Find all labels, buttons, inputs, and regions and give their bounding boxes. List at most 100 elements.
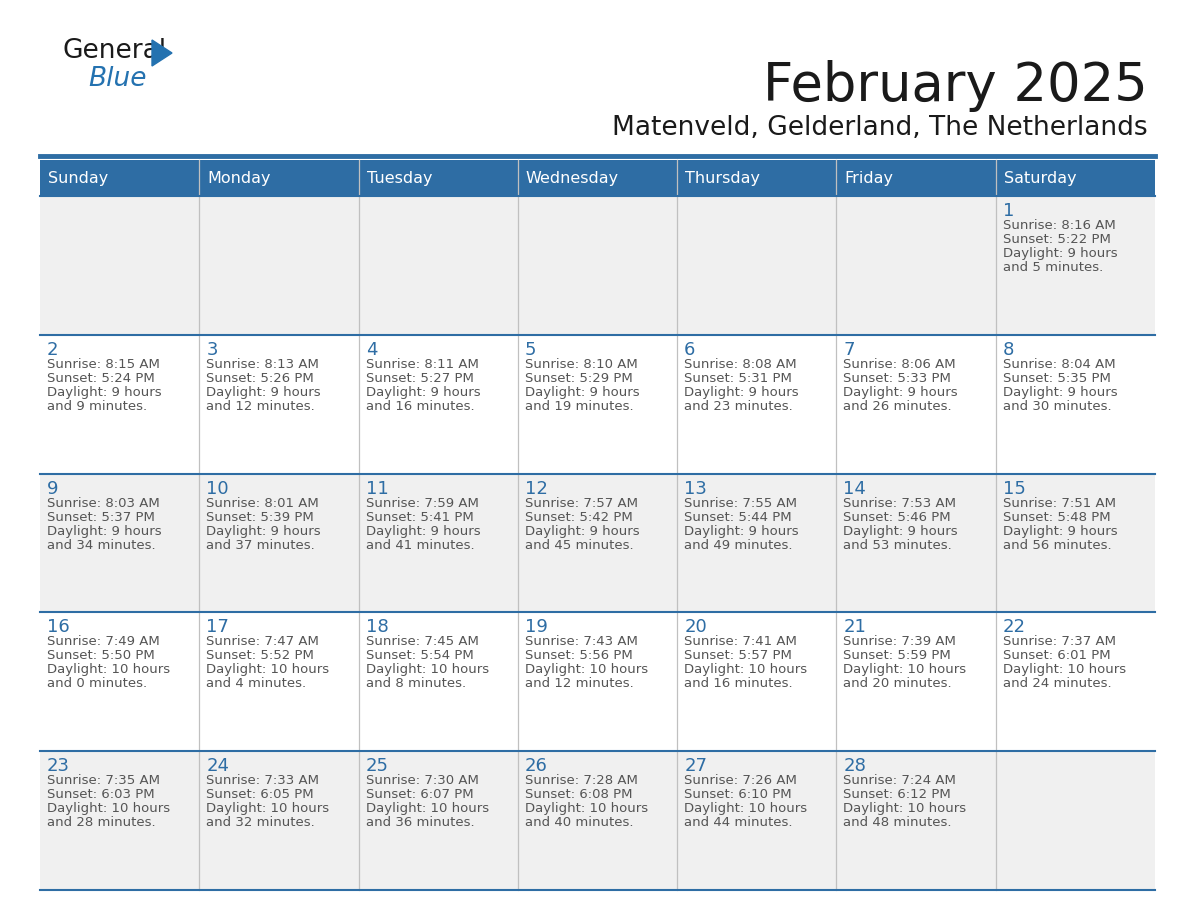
Text: Sunrise: 7:47 AM: Sunrise: 7:47 AM [207, 635, 320, 648]
Text: Sunrise: 8:11 AM: Sunrise: 8:11 AM [366, 358, 479, 371]
Text: and 37 minutes.: and 37 minutes. [207, 539, 315, 552]
Text: Sunset: 5:41 PM: Sunset: 5:41 PM [366, 510, 473, 523]
Text: Blue: Blue [88, 66, 146, 92]
Text: Sunrise: 8:13 AM: Sunrise: 8:13 AM [207, 358, 320, 371]
Text: Sunrise: 7:57 AM: Sunrise: 7:57 AM [525, 497, 638, 509]
Text: Daylight: 10 hours: Daylight: 10 hours [48, 664, 170, 677]
Text: Sunday: Sunday [48, 171, 108, 185]
Text: Sunrise: 8:01 AM: Sunrise: 8:01 AM [207, 497, 320, 509]
Text: 25: 25 [366, 757, 388, 775]
Text: Sunrise: 8:08 AM: Sunrise: 8:08 AM [684, 358, 797, 371]
Text: and 53 minutes.: and 53 minutes. [843, 539, 952, 552]
Text: 26: 26 [525, 757, 548, 775]
Text: 27: 27 [684, 757, 707, 775]
Text: Daylight: 9 hours: Daylight: 9 hours [843, 386, 958, 398]
Text: Sunset: 5:37 PM: Sunset: 5:37 PM [48, 510, 154, 523]
Text: Sunrise: 7:39 AM: Sunrise: 7:39 AM [843, 635, 956, 648]
Text: 23: 23 [48, 757, 70, 775]
Text: Daylight: 9 hours: Daylight: 9 hours [207, 524, 321, 538]
Text: Daylight: 9 hours: Daylight: 9 hours [843, 524, 958, 538]
Text: Sunrise: 8:15 AM: Sunrise: 8:15 AM [48, 358, 160, 371]
Text: and 36 minutes.: and 36 minutes. [366, 816, 474, 829]
Text: 1: 1 [1003, 202, 1015, 220]
Text: and 9 minutes.: and 9 minutes. [48, 400, 147, 413]
Text: 17: 17 [207, 619, 229, 636]
Bar [40, 160, 1155, 196]
Text: Sunrise: 7:55 AM: Sunrise: 7:55 AM [684, 497, 797, 509]
Text: Daylight: 10 hours: Daylight: 10 hours [1003, 664, 1126, 677]
Text: Daylight: 10 hours: Daylight: 10 hours [207, 664, 329, 677]
Text: 21: 21 [843, 619, 866, 636]
Text: Sunset: 5:29 PM: Sunset: 5:29 PM [525, 372, 632, 385]
Text: and 16 minutes.: and 16 minutes. [684, 677, 792, 690]
Text: Sunrise: 7:53 AM: Sunrise: 7:53 AM [843, 497, 956, 509]
Text: Daylight: 9 hours: Daylight: 9 hours [1003, 524, 1118, 538]
Text: and 19 minutes.: and 19 minutes. [525, 400, 633, 413]
Text: 11: 11 [366, 479, 388, 498]
Text: Sunset: 6:03 PM: Sunset: 6:03 PM [48, 789, 154, 801]
Text: Sunrise: 8:03 AM: Sunrise: 8:03 AM [48, 497, 159, 509]
Text: 14: 14 [843, 479, 866, 498]
Text: Daylight: 9 hours: Daylight: 9 hours [207, 386, 321, 398]
Text: 9: 9 [48, 479, 58, 498]
Text: 5: 5 [525, 341, 536, 359]
Text: Daylight: 10 hours: Daylight: 10 hours [843, 802, 967, 815]
Text: and 49 minutes.: and 49 minutes. [684, 539, 792, 552]
Text: Daylight: 10 hours: Daylight: 10 hours [366, 664, 488, 677]
Polygon shape [152, 40, 172, 66]
Text: Sunset: 5:31 PM: Sunset: 5:31 PM [684, 372, 792, 385]
Text: Thursday: Thursday [685, 171, 760, 185]
Bar [40, 612, 1155, 751]
Text: Sunset: 5:39 PM: Sunset: 5:39 PM [207, 510, 314, 523]
Bar [40, 196, 1155, 335]
Text: 3: 3 [207, 341, 217, 359]
Text: Sunrise: 7:59 AM: Sunrise: 7:59 AM [366, 497, 479, 509]
Text: Sunset: 5:35 PM: Sunset: 5:35 PM [1003, 372, 1111, 385]
Text: 22: 22 [1003, 619, 1025, 636]
Text: Daylight: 9 hours: Daylight: 9 hours [366, 386, 480, 398]
Text: 24: 24 [207, 757, 229, 775]
Text: and 0 minutes.: and 0 minutes. [48, 677, 147, 690]
Text: and 48 minutes.: and 48 minutes. [843, 816, 952, 829]
Text: Sunset: 5:48 PM: Sunset: 5:48 PM [1003, 510, 1111, 523]
Text: Sunset: 5:54 PM: Sunset: 5:54 PM [366, 649, 473, 663]
Text: and 4 minutes.: and 4 minutes. [207, 677, 307, 690]
Text: 20: 20 [684, 619, 707, 636]
Text: Monday: Monday [207, 171, 271, 185]
Bar [40, 751, 1155, 890]
Text: 7: 7 [843, 341, 855, 359]
Text: Sunrise: 7:41 AM: Sunrise: 7:41 AM [684, 635, 797, 648]
Text: Sunset: 5:56 PM: Sunset: 5:56 PM [525, 649, 632, 663]
Text: Sunrise: 7:37 AM: Sunrise: 7:37 AM [1003, 635, 1116, 648]
Text: Sunrise: 7:26 AM: Sunrise: 7:26 AM [684, 774, 797, 788]
Text: Sunset: 6:08 PM: Sunset: 6:08 PM [525, 789, 632, 801]
Text: Sunrise: 7:51 AM: Sunrise: 7:51 AM [1003, 497, 1116, 509]
Text: Sunset: 5:44 PM: Sunset: 5:44 PM [684, 510, 791, 523]
Text: Sunset: 6:07 PM: Sunset: 6:07 PM [366, 789, 473, 801]
Text: Sunset: 5:22 PM: Sunset: 5:22 PM [1003, 233, 1111, 246]
Text: Sunrise: 7:30 AM: Sunrise: 7:30 AM [366, 774, 479, 788]
Text: and 20 minutes.: and 20 minutes. [843, 677, 952, 690]
Text: Sunset: 6:05 PM: Sunset: 6:05 PM [207, 789, 314, 801]
Text: and 16 minutes.: and 16 minutes. [366, 400, 474, 413]
Text: Sunset: 5:50 PM: Sunset: 5:50 PM [48, 649, 154, 663]
Text: Sunrise: 8:10 AM: Sunrise: 8:10 AM [525, 358, 638, 371]
Text: 18: 18 [366, 619, 388, 636]
Text: Daylight: 9 hours: Daylight: 9 hours [684, 386, 798, 398]
Bar [40, 474, 1155, 612]
Text: and 44 minutes.: and 44 minutes. [684, 816, 792, 829]
Text: Daylight: 9 hours: Daylight: 9 hours [684, 524, 798, 538]
Text: 4: 4 [366, 341, 377, 359]
Text: Sunset: 5:52 PM: Sunset: 5:52 PM [207, 649, 314, 663]
Text: Daylight: 9 hours: Daylight: 9 hours [366, 524, 480, 538]
Text: Sunrise: 7:43 AM: Sunrise: 7:43 AM [525, 635, 638, 648]
Text: Friday: Friday [845, 171, 893, 185]
Text: General: General [62, 38, 166, 64]
Text: Sunset: 5:27 PM: Sunset: 5:27 PM [366, 372, 474, 385]
Text: Sunset: 5:24 PM: Sunset: 5:24 PM [48, 372, 154, 385]
Text: Daylight: 9 hours: Daylight: 9 hours [1003, 247, 1118, 260]
Text: Sunset: 6:12 PM: Sunset: 6:12 PM [843, 789, 952, 801]
Text: 15: 15 [1003, 479, 1025, 498]
Text: Daylight: 9 hours: Daylight: 9 hours [48, 386, 162, 398]
Text: Daylight: 10 hours: Daylight: 10 hours [366, 802, 488, 815]
